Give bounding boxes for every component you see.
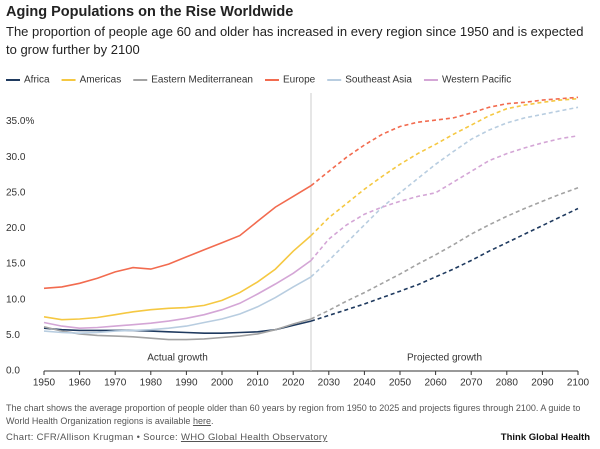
legend-label: Americas xyxy=(80,75,122,86)
x-tick-label: 2050 xyxy=(389,378,412,389)
projected-line xyxy=(310,106,579,278)
x-tick-label: 2090 xyxy=(531,378,554,389)
source-link[interactable]: WHO Global Health Observatory xyxy=(180,432,328,443)
x-tick-label: 2030 xyxy=(318,378,341,389)
x-tick-label: 1950 xyxy=(33,378,56,389)
x-tick-label: 2000 xyxy=(211,378,234,389)
x-tick-label: 2100 xyxy=(567,378,590,389)
annotation: Actual growth xyxy=(147,353,208,364)
actual-line xyxy=(43,234,312,321)
x-tick-label: 2040 xyxy=(353,378,376,389)
credit-text: Chart: CFR/Allison Krugman • Source: xyxy=(6,432,181,443)
projected-line xyxy=(310,207,579,322)
note-text: The chart shows the average proportion o… xyxy=(6,403,581,426)
x-tick-label: 1980 xyxy=(140,378,163,389)
x-tick-label: 1960 xyxy=(68,378,91,389)
legend-label: Southeast Asia xyxy=(345,75,412,86)
actual-line xyxy=(43,320,312,334)
legend-label: Europe xyxy=(283,75,316,86)
y-tick-label: 5.0 xyxy=(6,330,20,341)
y-tick-label: 25.0 xyxy=(6,187,26,198)
y-tick-label: 15.0 xyxy=(6,259,26,270)
y-tick-label: 10.0 xyxy=(6,294,26,305)
actual-line xyxy=(43,185,312,290)
x-tick-label: 2060 xyxy=(424,378,447,389)
chart-title: Aging Populations on the Rise Worldwide xyxy=(6,4,294,20)
projected-line xyxy=(310,96,579,187)
note-end: . xyxy=(210,416,214,426)
x-tick-label: 2020 xyxy=(282,378,305,389)
y-tick-label: 30.0 xyxy=(6,152,26,163)
projected-line xyxy=(310,97,579,237)
actual-line xyxy=(43,318,312,341)
x-tick-label: 1970 xyxy=(104,378,127,389)
annotation: Projected growth xyxy=(407,353,482,364)
legend-label: Western Pacific xyxy=(442,75,511,86)
legend-label: Africa xyxy=(24,75,50,86)
legend-label: Eastern Mediterranean xyxy=(151,75,253,86)
note: The chart shows the average proportion o… xyxy=(6,402,591,428)
x-tick-label: 2070 xyxy=(460,378,483,389)
actual-line xyxy=(43,259,312,330)
chart-subtitle: The proportion of people age 60 and olde… xyxy=(6,24,584,57)
y-tick-label: 35.0% xyxy=(6,116,34,127)
projected-line xyxy=(310,187,579,320)
x-tick-label: 2010 xyxy=(246,378,269,389)
x-tick-label: 2080 xyxy=(496,378,519,389)
brand: Think Global Health xyxy=(500,432,590,443)
note-link[interactable]: here xyxy=(192,416,211,426)
x-tick-label: 1990 xyxy=(175,378,198,389)
actual-line xyxy=(43,276,312,335)
y-tick-label: 20.0 xyxy=(6,223,26,234)
y-tick-label: 0.0 xyxy=(6,366,20,377)
credit: Chart: CFR/Allison Krugman • Source: WHO… xyxy=(6,432,327,443)
projected-line xyxy=(310,135,579,262)
